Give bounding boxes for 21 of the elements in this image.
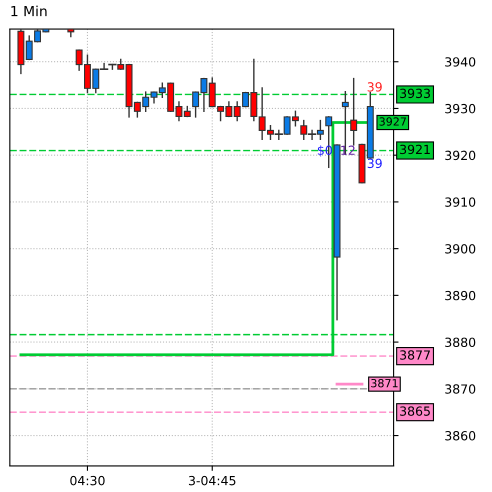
candlestick — [350, 78, 358, 146]
x-tick-label: 04:30 — [70, 476, 105, 486]
data-label: 3927 — [379, 117, 406, 126]
chart-title: 1 Min — [11, 6, 47, 16]
y-tick-label: 3880 — [445, 338, 476, 348]
y-tick-label: 3860 — [445, 431, 476, 440]
annotation: 39 — [368, 82, 382, 92]
y-tick-label: 3910 — [445, 197, 476, 207]
annotation: 39 — [368, 158, 382, 168]
ref-line-label: 3865 — [400, 406, 430, 416]
y-tick-label: 3870 — [445, 384, 476, 394]
y-tick-label: 3900 — [445, 244, 476, 254]
data-label: 3871 — [371, 378, 398, 388]
ref-line-label: 3877 — [400, 350, 430, 360]
y-tick-label: 3930 — [445, 104, 476, 114]
x-tick-label: 3-04:45 — [188, 476, 236, 486]
y-tick-label: 3940 — [445, 57, 476, 67]
ref-line-label: 3921 — [400, 144, 430, 154]
ref-line-label: 3933 — [400, 88, 430, 98]
y-tick-label: 3920 — [445, 150, 476, 160]
y-tick-label: 3890 — [445, 290, 476, 300]
